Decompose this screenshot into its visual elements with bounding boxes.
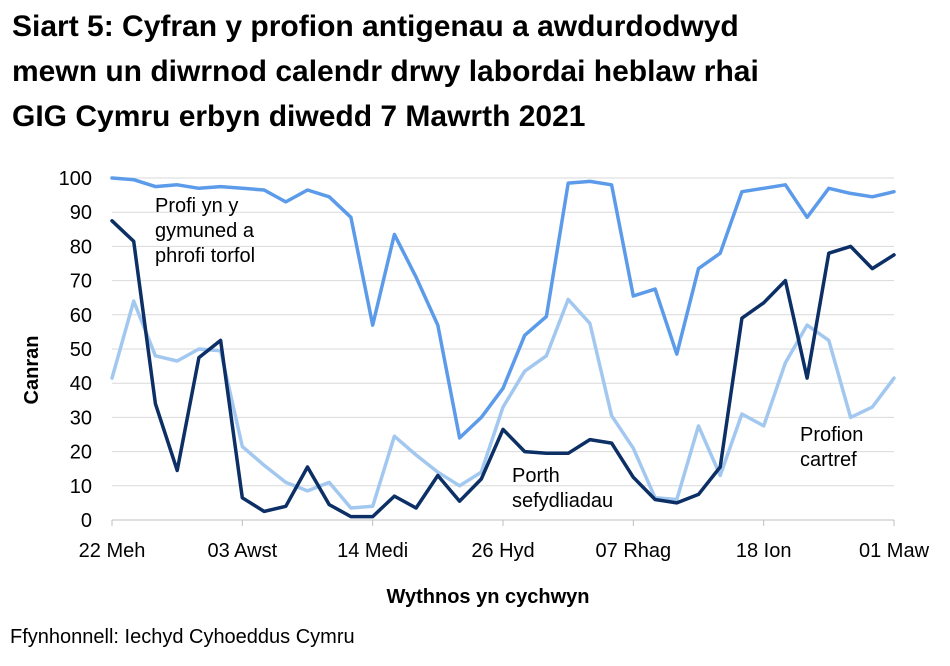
y-tick-label: 60 — [70, 305, 92, 327]
x-tick-label: 01 Maw — [859, 540, 930, 562]
y-tick-label: 90 — [70, 202, 92, 224]
y-tick-label: 80 — [70, 236, 92, 258]
series-label: Porth — [512, 465, 560, 487]
series-label: phrofi torfol — [155, 245, 255, 267]
series-label: Profi yn y — [155, 195, 238, 217]
chart-title-line: GIG Cymru erbyn diwedd 7 Mawrth 2021 — [12, 100, 586, 133]
x-axis-label: Wythnos yn cychwyn — [386, 586, 589, 608]
y-tick-label: 0 — [81, 510, 92, 532]
source-note: Ffynhonnell: Iechyd Cyhoeddus Cymru — [10, 626, 355, 648]
y-tick-label: 40 — [70, 373, 92, 395]
y-tick-label: 70 — [70, 271, 92, 293]
series-line — [110, 297, 896, 510]
x-axis-ticks: 22 Meh 03 Awst 14 Medi 26 Hyd 07 Rhag 18 Ion 0… — [79, 520, 930, 562]
series-line — [110, 219, 896, 519]
x-tick-label: 22 Meh — [79, 540, 146, 562]
x-tick-label: 18 Ion — [736, 540, 792, 562]
series-label: sefydliadau — [512, 490, 613, 512]
series-label: cartref — [800, 449, 857, 471]
y-tick-label: 20 — [70, 442, 92, 464]
line-chart: 0 10 20 30 40 50 60 70 80 90 100 22 Meh 03 Awst 14 M… — [21, 168, 930, 608]
series-label: gymuned a — [155, 220, 255, 242]
chart-title-line: Siart 5: Cyfran y profion antigenau a aw… — [12, 10, 739, 43]
x-tick-label: 14 Medi — [337, 540, 408, 562]
chart-title: Siart 5: Cyfran y profion antigenau a aw… — [12, 4, 942, 139]
x-tick-label: 03 Awst — [207, 540, 277, 562]
y-axis-ticks: 0 10 20 30 40 50 60 70 80 90 100 — [59, 168, 92, 532]
chart-title-line: mewn un diwrnod calendr drwy labordai he… — [12, 55, 759, 88]
y-tick-label: 100 — [59, 168, 92, 190]
y-axis-label: Canran — [21, 336, 43, 405]
y-tick-label: 10 — [70, 476, 92, 498]
x-tick-label: 26 Hyd — [471, 540, 534, 562]
y-tick-label: 50 — [70, 339, 92, 361]
series-lines — [110, 176, 896, 519]
series-label: Profion — [800, 424, 863, 446]
x-tick-label: 07 Rhag — [596, 540, 672, 562]
series-line — [110, 176, 896, 440]
series-annotations: Profi yn y gymuned a phrofi torfol Porth sef… — [155, 195, 863, 512]
y-tick-label: 30 — [70, 407, 92, 429]
